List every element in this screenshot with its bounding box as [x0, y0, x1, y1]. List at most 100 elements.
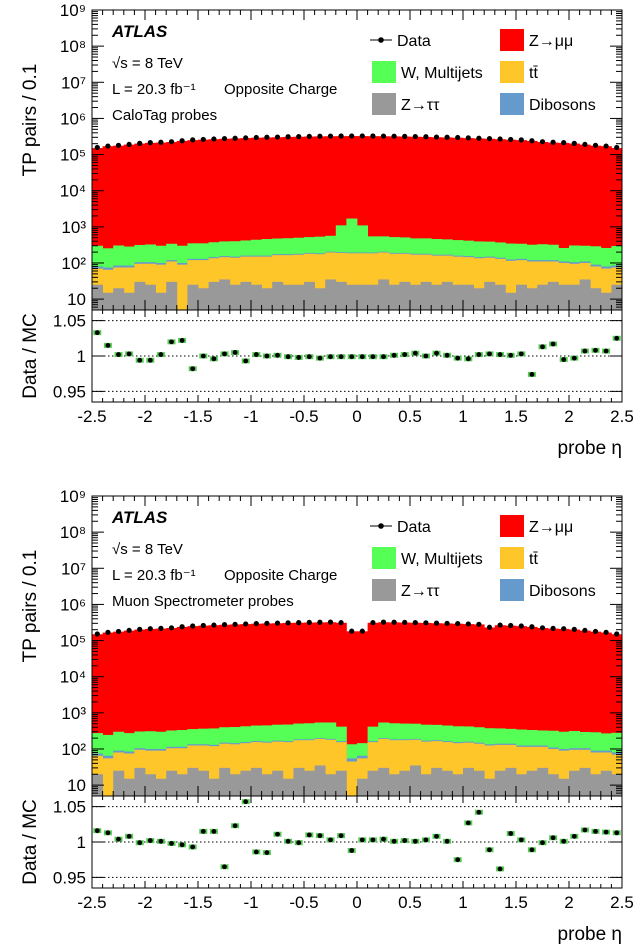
bar-Z→ττ-43 [547, 281, 559, 310]
data-point [444, 134, 450, 140]
ratio-point [158, 352, 164, 357]
data-point [274, 134, 281, 140]
y-tick-label: 10 [67, 776, 86, 795]
bar-Z→μμ-35 [463, 138, 474, 310]
y-tick-label: 10⁷ [61, 559, 86, 578]
bar-Z→μμ-23 [335, 136, 347, 310]
ratio-point [434, 350, 439, 356]
bar-Z→ττ-28 [388, 284, 400, 310]
bar-Z→ττ-30 [410, 284, 421, 310]
bar-Z→ττ-38 [494, 770, 506, 796]
bar-Z→μμ-29 [399, 136, 411, 310]
bar-Z→ττ-4 [134, 281, 146, 310]
bar-tt̄-25 [357, 758, 368, 796]
legend-item: Data [370, 33, 431, 50]
bar-tt̄-10 [198, 260, 209, 310]
bar-Z→ττ-20 [304, 281, 315, 310]
ratio-point [593, 347, 598, 353]
ratio-point [169, 339, 174, 345]
bar-Z→μμ-15 [251, 137, 262, 310]
ratio-point [497, 866, 503, 872]
bar-Z→μμ-1 [102, 632, 114, 796]
data-points [94, 133, 620, 151]
ratio-point [296, 840, 302, 846]
data-point [232, 135, 238, 141]
x-tick-label: -2.5 [77, 893, 106, 912]
bar-Z→μμ-41 [526, 626, 538, 796]
ratio-axis-title: Data / MC [20, 799, 41, 885]
bar-Z→ττ-41 [526, 288, 538, 310]
bar-Z→μμ-7 [166, 628, 178, 796]
data-point [550, 139, 556, 145]
bar-Z→μμ-35 [463, 624, 474, 796]
bar-Z→ττ-22 [325, 279, 337, 310]
data-point [200, 136, 206, 143]
charge-label: Opposite Charge [224, 567, 337, 584]
bar-Z→μμ-47 [590, 145, 602, 310]
x-tick-label: -1.5 [183, 893, 212, 912]
data-point [317, 619, 323, 625]
bar-Z→ττ-29 [399, 281, 411, 310]
x-tick-label: 2 [564, 407, 573, 426]
ratio-point [285, 838, 291, 844]
x-axis-title: probe η [558, 924, 622, 945]
ratio-point [349, 848, 355, 853]
ratio-point [434, 833, 439, 839]
ratio-point [94, 828, 100, 834]
ratio-point [275, 352, 280, 358]
legend-item: Z→ττ [372, 93, 440, 115]
bar-Z→ττ-30 [410, 765, 421, 796]
x-tick-label: -1 [243, 407, 258, 426]
legend-item: W, Multijets [372, 547, 483, 569]
data-point [370, 133, 376, 139]
bar-Z→ττ-33 [441, 770, 453, 796]
bar-tt̄-13 [229, 257, 241, 310]
bar-tt̄-3 [123, 753, 135, 796]
bar-tt̄-15 [251, 256, 262, 310]
data-point [455, 134, 461, 141]
data-point [402, 619, 408, 626]
bar-tt̄-33 [441, 742, 453, 796]
bar-Z→ττ-34 [452, 284, 464, 310]
ratio-point [529, 372, 535, 377]
x-tick-label: 2.5 [610, 893, 634, 912]
bar-Z→μμ-39 [505, 625, 517, 796]
bar-Z→ττ-24 [346, 284, 358, 310]
bar-Z→ττ-10 [198, 288, 209, 310]
ratio-point [243, 799, 249, 805]
ratio-tick-label: 1 [77, 347, 86, 366]
bar-Z→ττ-13 [229, 284, 241, 310]
ratio-point [306, 832, 312, 838]
bar-Z→μμ-15 [251, 623, 262, 796]
bar-Z→ττ-18 [282, 284, 294, 310]
bar-Z→μμ-2 [113, 145, 125, 310]
data-point [529, 138, 535, 144]
ratio-point [359, 354, 365, 360]
ratio-point [253, 849, 259, 855]
legend-label: tt̄ [529, 65, 538, 82]
bar-Z→ττ-15 [251, 284, 262, 310]
ratio-point [211, 828, 217, 834]
ratio-point [465, 820, 471, 826]
legend-swatch [500, 579, 524, 601]
legend-item: W, Multijets [372, 61, 483, 83]
y-axis-title: TP pairs / 0.1 [20, 550, 41, 663]
legend-label: Data [397, 33, 431, 50]
ratio-point [137, 357, 143, 363]
bar-tt̄-41 [526, 261, 538, 310]
bar-Z→μμ-41 [526, 140, 538, 310]
data-point [359, 628, 365, 634]
y-axis-ticks [92, 495, 622, 797]
ratio-point [338, 354, 344, 360]
x-tick-label: 1.5 [504, 893, 528, 912]
bar-Z→μμ-27 [378, 136, 390, 310]
ratio-point [402, 838, 408, 843]
legend-swatch [372, 93, 396, 115]
bar-Z→ττ-39 [505, 767, 517, 796]
bar-Z→ττ-12 [219, 767, 231, 796]
bar-Z→ττ-31 [420, 774, 432, 796]
ratio-point [508, 831, 514, 836]
y-tick-label: 10³ [61, 704, 86, 723]
bar-Z→μμ-10 [198, 625, 209, 796]
